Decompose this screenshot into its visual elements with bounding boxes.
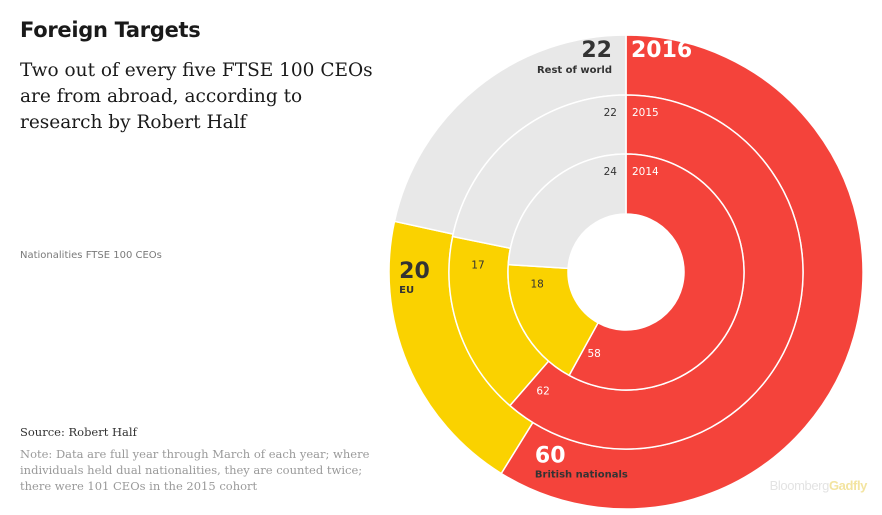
value-label-2014-british: 58 bbox=[588, 348, 601, 360]
ring-2014-rest-slice bbox=[507, 153, 627, 270]
category-label-rest: Rest of world bbox=[537, 65, 612, 76]
chart-subtitle: Two out of every five FTSE 100 CEOs are … bbox=[20, 60, 373, 133]
chart-title: Foreign Targets bbox=[20, 18, 201, 42]
year-label-2016: 2016 bbox=[631, 38, 692, 63]
category-label-eu: EU bbox=[399, 285, 414, 296]
value-label-2016-rest: 22 bbox=[581, 38, 612, 63]
value-label-2015-rest: 22 bbox=[604, 107, 617, 119]
chart-caption: Nationalities FTSE 100 CEOs bbox=[20, 250, 162, 261]
ring-2014-british-slice bbox=[568, 153, 745, 391]
brand-logo-part2: Gadfly bbox=[828, 478, 867, 493]
value-label-2014-rest: 24 bbox=[604, 166, 618, 178]
value-label-2015-british: 62 bbox=[536, 386, 549, 398]
value-label-2014-eu: 18 bbox=[530, 278, 543, 290]
value-label-2016-eu: 20 bbox=[399, 259, 430, 284]
year-label-2015: 2015 bbox=[632, 107, 659, 119]
source-note: Source: Robert Half bbox=[20, 425, 137, 439]
brand-logo: BloombergGadfly bbox=[769, 478, 868, 493]
category-label-british: British nationals bbox=[535, 469, 628, 480]
value-label-2016-british: 60 bbox=[535, 443, 566, 468]
footnote: Note: Data are full year through March o… bbox=[20, 447, 370, 493]
year-label-2014: 2014 bbox=[632, 166, 659, 178]
brand-logo-part1: Bloomberg bbox=[769, 478, 830, 493]
value-label-2015-eu: 17 bbox=[471, 259, 484, 271]
